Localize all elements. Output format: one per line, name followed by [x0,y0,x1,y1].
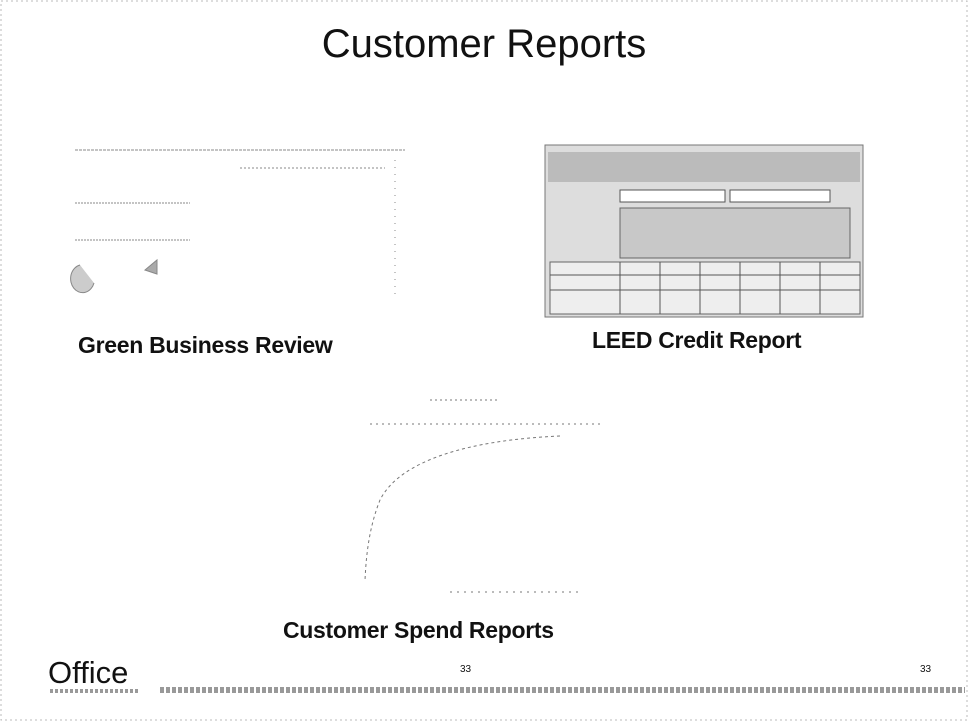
thumbnail-leed-credit-report [545,145,863,317]
thumbnail-customer-spend [365,400,600,592]
report-caption: LEED Credit Report [592,327,801,354]
logo: Office [48,655,128,691]
report-caption: Customer Spend Reports [283,617,554,644]
slide-title: Customer Reports [0,22,968,67]
slide: Customer Reports Green Business Review L… [0,0,968,721]
thumbnail-green-business-review [71,150,405,300]
slide-art [0,0,968,721]
page-number: 33 [920,664,931,675]
page-number: 33 [460,664,471,675]
report-caption: Green Business Review [78,332,332,359]
slide-border [1,1,967,720]
